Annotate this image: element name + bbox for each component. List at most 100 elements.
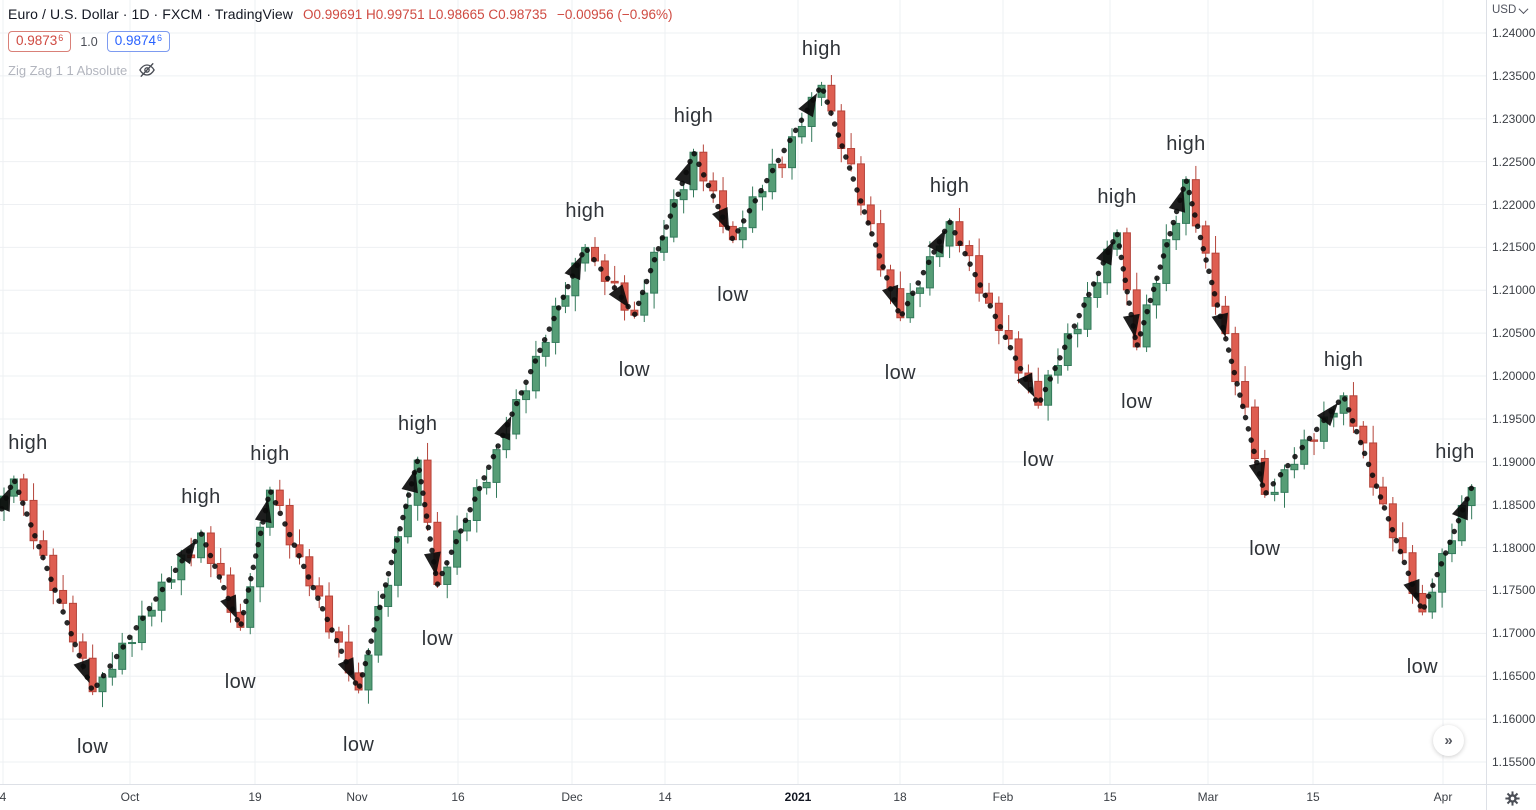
zigzag-arrowhead	[1211, 312, 1229, 338]
zigzag-arrowhead	[220, 594, 237, 620]
time-axis[interactable]: 4 Oct 19 Nov 16 Dec 14 2021 18 Feb 15 Mar 15 Apr	[0, 784, 1486, 810]
candle-down	[856, 163, 865, 206]
candle-up	[108, 668, 117, 678]
candle-up	[482, 481, 491, 489]
zigzag-arrowhead	[927, 229, 946, 255]
candle-down	[275, 489, 284, 506]
candle-up	[1093, 282, 1102, 298]
price-tick-label: 1.19500	[1492, 411, 1536, 426]
price-axis[interactable]: USD 1.24000 1.23500 1.23000 1.22500 1.22000 1…	[1486, 0, 1536, 784]
zigzag-arrowhead	[712, 207, 730, 232]
zigzag-arrowhead	[1451, 495, 1469, 521]
price-tick-label: 1.21500	[1492, 240, 1536, 255]
time-axis-settings[interactable]	[1486, 784, 1536, 810]
zigzag-arrowhead	[1168, 188, 1186, 213]
time-tick-label: 18	[893, 790, 907, 804]
candle-up	[128, 642, 137, 645]
price-tick-label: 1.19000	[1492, 454, 1536, 469]
candle-down	[827, 84, 836, 112]
zigzag-arrowhead	[608, 284, 630, 308]
candle-down	[49, 554, 58, 591]
zigzag-arrowhead	[175, 540, 196, 565]
candle-down	[423, 459, 432, 523]
candle-up	[738, 227, 747, 241]
zigzag-arrowhead	[73, 658, 90, 684]
settings-gear-icon	[1504, 790, 1520, 806]
zigzag-arrowhead	[798, 93, 818, 118]
candle-down	[19, 478, 28, 501]
zigzag-line	[0, 78, 1475, 699]
price-tick-label: 1.15500	[1492, 755, 1536, 769]
zigzag-arrowhead	[1248, 461, 1266, 486]
candle-up	[1300, 439, 1309, 465]
time-tick-label: Dec	[561, 790, 583, 804]
price-tick-label: 1.24000	[1492, 26, 1536, 40]
zigzag-arrowhead	[1122, 313, 1140, 339]
candle-up	[541, 341, 550, 357]
price-axis-currency-menu[interactable]: USD	[1492, 3, 1529, 16]
time-tick-label: 15	[1306, 790, 1320, 804]
candle-down	[965, 245, 974, 257]
sell-price-fraction: 6	[58, 33, 64, 43]
candle-up	[916, 287, 925, 294]
candle-up	[788, 136, 796, 169]
candle-down	[59, 589, 68, 604]
zigzag-arrowhead	[0, 487, 11, 512]
sell-price-badge[interactable]: 0.9873 6	[8, 31, 72, 52]
expand-panel-button[interactable]: »	[1433, 725, 1464, 756]
zigzag-arrowhead	[423, 551, 441, 576]
symbol-title[interactable]: Euro / U.S. Dollar · 1D · FXCM · Trading…	[8, 6, 293, 22]
buy-price-badge[interactable]: 0.9874 6	[106, 31, 171, 52]
candle-down	[876, 223, 885, 271]
candle-up	[1162, 239, 1171, 284]
candle-down	[847, 148, 856, 165]
visibility-off-icon[interactable]	[137, 60, 157, 80]
candle-up	[394, 536, 402, 586]
candle-down	[325, 595, 334, 633]
zigzag-arrowhead	[337, 657, 355, 682]
time-tick-label: 4	[0, 790, 7, 804]
candle-up	[689, 151, 698, 191]
candle-up	[551, 305, 560, 343]
candle-up	[1073, 328, 1082, 335]
candle-up	[1083, 296, 1092, 330]
candle-up	[384, 584, 393, 608]
zigzag-arrowhead	[1016, 372, 1035, 398]
price-tick-label: 1.22500	[1492, 154, 1536, 169]
price-tick-label: 1.17500	[1492, 583, 1536, 598]
candle-up	[1270, 491, 1279, 495]
candle-up	[1428, 591, 1437, 613]
candle-down	[216, 562, 225, 576]
indicator-row: Zig Zag 1 1 Absolute	[8, 60, 673, 80]
candle-up	[1438, 553, 1447, 593]
sell-price-value: 0.9873	[16, 33, 58, 48]
candle-down	[206, 532, 215, 564]
price-tick-label: 1.20000	[1492, 369, 1536, 384]
time-tick-label: Nov	[346, 790, 368, 804]
zigzag-arrowhead	[674, 160, 691, 186]
currency-label: USD	[1492, 4, 1517, 16]
candle-down	[78, 641, 87, 659]
candle-up	[472, 487, 481, 521]
zigzag-arrowhead	[564, 255, 582, 281]
candle-down	[29, 499, 38, 542]
time-tick-label: Mar	[1197, 790, 1219, 804]
candle-up	[925, 256, 934, 289]
price-tick-label: 1.23500	[1492, 68, 1536, 83]
indicator-name[interactable]: Zig Zag 1 1 Absolute	[8, 62, 128, 78]
time-tick-label: 14	[658, 790, 672, 804]
candle-up	[453, 530, 462, 568]
zigzag-arrowhead	[401, 468, 418, 494]
time-tick-label: Apr	[1433, 790, 1453, 804]
candle-down	[226, 574, 235, 613]
price-tick-label: 1.16500	[1492, 669, 1536, 684]
time-tick-label: 2021	[784, 790, 812, 804]
spread-value: 1.0	[80, 34, 98, 49]
candle-up	[246, 586, 255, 628]
candle-up	[1152, 282, 1161, 306]
candle-up	[364, 654, 373, 691]
price-tick-label: 1.17000	[1492, 626, 1536, 641]
candle-up	[492, 449, 501, 483]
candlestick-chart-canvas[interactable]	[0, 0, 1486, 784]
